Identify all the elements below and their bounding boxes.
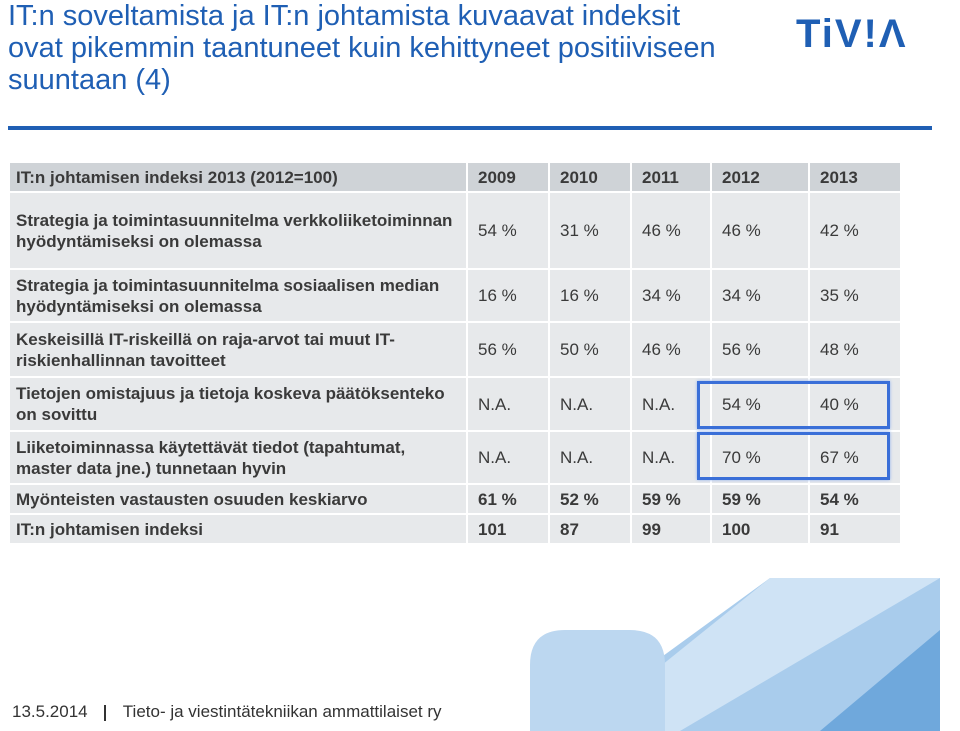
- table-cell: 99: [632, 515, 712, 545]
- table-cell: 2009: [468, 163, 550, 193]
- table-cell: 35 %: [810, 270, 902, 323]
- table-cell: 54 %: [712, 378, 810, 432]
- table-cell: 2013: [810, 163, 902, 193]
- table-cell: 67 %: [810, 432, 902, 485]
- table-cell: 40 %: [810, 378, 902, 432]
- logo: TiV!Λ: [796, 12, 908, 56]
- table-cell: Keskeisillä IT-riskeillä on raja-arvot t…: [10, 323, 468, 378]
- table-cell: 42 %: [810, 193, 902, 270]
- table-cell: N.A.: [468, 432, 550, 485]
- table-cell: 54 %: [468, 193, 550, 270]
- highlight-box: [697, 432, 890, 480]
- title-rule: [8, 126, 932, 130]
- footer-date: 13.5.2014: [12, 702, 88, 721]
- shape: [580, 578, 940, 731]
- table-cell: Myönteisten vastausten osuuden keskiarvo: [10, 485, 468, 515]
- table-cell: 34 %: [632, 270, 712, 323]
- table-cell: 48 %: [810, 323, 902, 378]
- table-cell: 59 %: [712, 485, 810, 515]
- footer-org: Tieto- ja viestintätekniikan ammattilais…: [122, 702, 442, 721]
- decoration: [530, 578, 940, 731]
- table-cell: 52 %: [550, 485, 632, 515]
- footer: 13.5.2014 Tieto- ja viestintätekniikan a…: [12, 702, 442, 722]
- table-cell: 87: [550, 515, 632, 545]
- table-cell: 31 %: [550, 193, 632, 270]
- table-cell: N.A.: [468, 378, 550, 432]
- table-cell: 100: [712, 515, 810, 545]
- table-cell: 46 %: [632, 323, 712, 378]
- table-cell: 54 %: [810, 485, 902, 515]
- shape: [820, 630, 940, 731]
- table-cell: 2012: [712, 163, 810, 193]
- table-cell: Tietojen omistajuus ja tietoja koskeva p…: [10, 378, 468, 432]
- table-cell: 59 %: [632, 485, 712, 515]
- slide-title: IT:n soveltamista ja IT:n johtamista kuv…: [8, 0, 716, 96]
- table-cell: N.A.: [550, 378, 632, 432]
- table-cell: 91: [810, 515, 902, 545]
- table-cell: 61 %: [468, 485, 550, 515]
- table-cell: Strategia ja toimintasuunnitelma verkkol…: [10, 193, 468, 270]
- table-cell: 101: [468, 515, 550, 545]
- separator: [104, 704, 107, 721]
- table-cell: 2011: [632, 163, 712, 193]
- table-cell: 46 %: [712, 193, 810, 270]
- table-cell: 70 %: [712, 432, 810, 485]
- shape: [530, 630, 665, 731]
- table-cell: 50 %: [550, 323, 632, 378]
- table-cell: IT:n johtamisen indeksi 2013 (2012=100): [10, 163, 468, 193]
- table-cell: 56 %: [712, 323, 810, 378]
- table-cell: 16 %: [468, 270, 550, 323]
- table-cell: 56 %: [468, 323, 550, 378]
- table-cell: N.A.: [550, 432, 632, 485]
- table-cell: 2010: [550, 163, 632, 193]
- table-cell: Strategia ja toimintasuunnitelma sosiaal…: [10, 270, 468, 323]
- table-cell: 34 %: [712, 270, 810, 323]
- table-cell: 16 %: [550, 270, 632, 323]
- table-cell: Liiketoiminnassa käytettävät tiedot (tap…: [10, 432, 468, 485]
- table-cell: 46 %: [632, 193, 712, 270]
- table-cell: IT:n johtamisen indeksi: [10, 515, 468, 545]
- highlight-box: [697, 381, 890, 429]
